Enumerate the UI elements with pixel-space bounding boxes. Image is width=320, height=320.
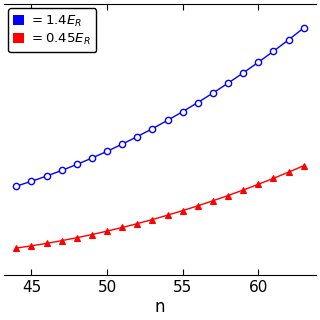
X-axis label: n: n	[155, 298, 165, 316]
Legend: $=1.4E_R$, $=0.45E_R$: $=1.4E_R$, $=0.45E_R$	[8, 8, 96, 52]
